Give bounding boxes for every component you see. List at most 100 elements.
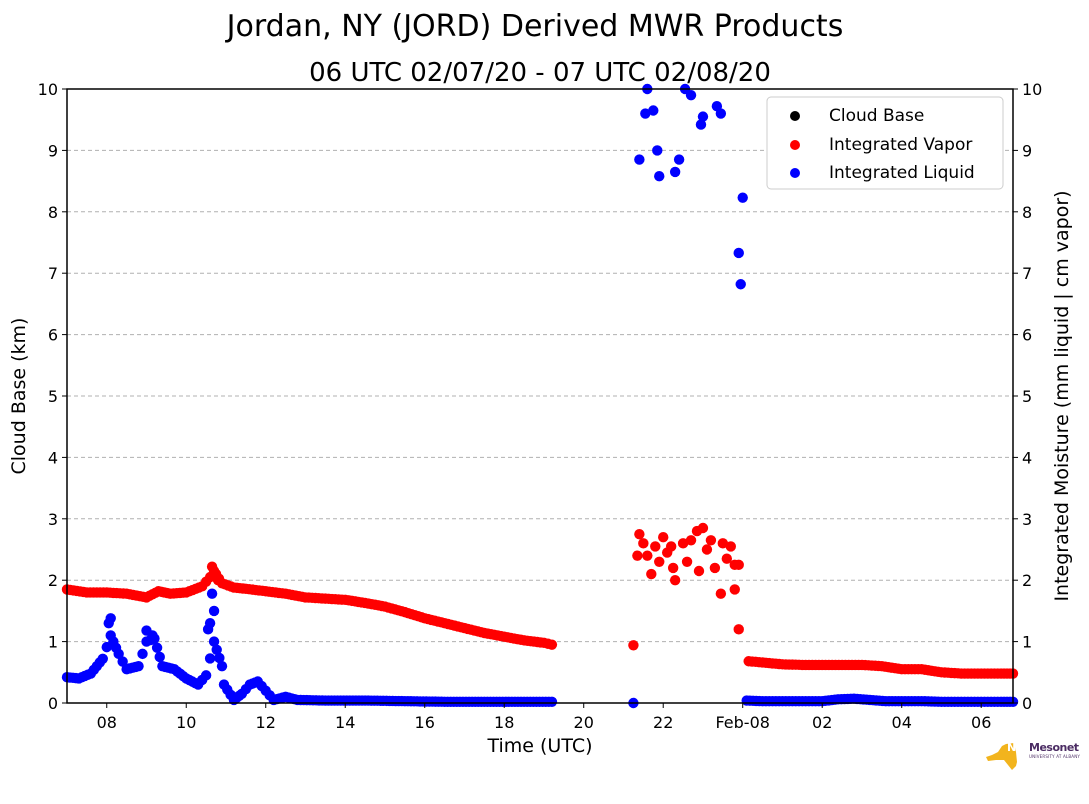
integrated-vapor-point: [546, 639, 558, 650]
y-tick-label-right: 2: [1022, 571, 1032, 590]
integrated-liquid-point: [147, 630, 158, 641]
integrated-vapor-point: [685, 535, 697, 546]
integrated-liquid-point: [214, 652, 225, 664]
legend-marker-cloud-base: [790, 111, 800, 121]
y-tick-label-right: 9: [1022, 141, 1032, 160]
y-axis-label-right: Integrated Moisture (mm liquid | cm vapo…: [1051, 190, 1073, 601]
y-tick-label-right: 0: [1022, 694, 1032, 713]
y-tick-label-right: 5: [1022, 387, 1032, 406]
integrated-liquid-point: [133, 660, 144, 672]
legend-marker-integrated-vapor: [790, 140, 800, 150]
integrated-liquid-point: [105, 613, 116, 624]
integrated-vapor-point: [667, 562, 679, 574]
integrated-vapor-point: [628, 640, 639, 651]
integrated-vapor-point: [212, 575, 224, 586]
integrated-liquid-point: [206, 588, 218, 599]
x-tick-label: 16: [415, 713, 435, 732]
integrated-vapor-point: [697, 522, 709, 534]
integrated-liquid-point: [654, 170, 665, 182]
y-tick-label-left: 7: [48, 264, 58, 283]
integrated-vapor-point: [638, 538, 649, 549]
integrated-vapor-point: [646, 568, 657, 580]
x-tick-label: 04: [892, 713, 912, 732]
legend-label-integrated-vapor: Integrated Vapor: [829, 135, 972, 155]
integrated-liquid-point: [208, 636, 220, 647]
data-points: [61, 83, 1019, 709]
integrated-vapor-point: [729, 584, 740, 595]
integrated-vapor-point: [650, 541, 661, 552]
integrated-liquid-point: [200, 670, 212, 681]
integrated-liquid-point: [733, 247, 744, 259]
integrated-vapor-point: [677, 538, 689, 549]
integrated-liquid-point: [737, 192, 748, 203]
integrated-vapor-point: [717, 538, 729, 549]
x-axis-label: Time (UTC): [486, 735, 592, 757]
y-tick-label-right: 6: [1022, 326, 1032, 345]
integrated-vapor-point: [733, 624, 744, 635]
integrated-vapor-point: [632, 550, 643, 561]
integrated-liquid-point: [652, 145, 663, 156]
x-axis-ticks: 08 10 12 14 16 18 20 22 Feb-08 02 04 06: [97, 703, 991, 732]
integrated-liquid-point: [634, 154, 645, 165]
x-tick-label: 14: [335, 713, 355, 732]
integrated-vapor-point: [709, 562, 721, 574]
integrated-liquid-point: [685, 89, 697, 101]
y-tick-label-left: 4: [48, 448, 58, 467]
legend-box: [766, 96, 1004, 190]
chart-title: Jordan, NY (JORD) Derived MWR Products: [225, 9, 844, 44]
integrated-vapor-point: [701, 544, 713, 555]
integrated-vapor-point: [665, 541, 677, 552]
integrated-liquid-point: [697, 111, 709, 122]
chart-subtitle: 06 UTC 02/07/20 - 07 UTC 02/08/20: [309, 58, 771, 88]
integrated-liquid-point: [117, 656, 128, 667]
integrated-liquid-point: [735, 279, 746, 290]
integrated-liquid-point: [208, 605, 220, 617]
integrated-liquid-point: [137, 648, 148, 660]
integrated-liquid-point: [97, 653, 108, 664]
logo-mesonet-text: Mesonet: [1029, 741, 1079, 754]
integrated-vapor-point: [681, 556, 693, 567]
integrated-liquid-point: [204, 653, 216, 664]
y-tick-label-right: 8: [1022, 203, 1032, 222]
y-tick-label-right: 4: [1022, 448, 1032, 467]
logo-subtitle: UNIVERSITY AT ALBANY: [1029, 754, 1081, 759]
integrated-vapor-point: [658, 532, 669, 543]
integrated-liquid-point: [216, 660, 228, 672]
x-tick-label: 22: [653, 713, 673, 732]
y-tick-label-right: 3: [1022, 510, 1032, 529]
y-axis-ticks: 0 0 1 1 2 2 3 3 4 4 5 5 6 6 7 7 8 8 9 9 10 10: [38, 80, 1043, 713]
y-tick-label-right: 7: [1022, 264, 1032, 283]
integrated-liquid-point: [715, 108, 727, 119]
integrated-vapor-point: [634, 528, 645, 540]
integrated-vapor-point: [669, 575, 681, 586]
legend-label-cloud-base: Cloud Base: [829, 106, 924, 126]
integrated-liquid-point: [151, 642, 163, 653]
x-tick-label: 20: [574, 713, 594, 732]
x-tick-label: 18: [494, 713, 514, 732]
integrated-vapor-point: [693, 565, 705, 577]
integrated-vapor-point: [715, 588, 727, 599]
x-tick-label: 10: [176, 713, 196, 732]
integrated-vapor-point: [208, 565, 220, 577]
y-tick-label-left: 1: [48, 633, 58, 652]
integrated-liquid-point: [154, 651, 165, 663]
x-tick-label: 08: [97, 713, 117, 732]
legend: Cloud Base Integrated Vapor Integrated L…: [766, 96, 1004, 190]
integrated-vapor-point: [705, 535, 717, 546]
integrated-liquid-point: [640, 108, 651, 119]
logo-nys-text: NYS: [1007, 741, 1031, 754]
y-tick-label-right: 1: [1022, 633, 1032, 652]
integrated-liquid-point: [211, 644, 222, 655]
y-tick-label-left: 2: [48, 571, 58, 590]
integrated-vapor-point: [642, 550, 653, 561]
integrated-vapor-point: [725, 541, 736, 552]
y-tick-label-left: 6: [48, 326, 58, 345]
integrated-liquid-point: [673, 154, 685, 165]
integrated-liquid-point: [113, 648, 124, 660]
x-tick-label: 06: [971, 713, 991, 732]
y-tick-label-left: 10: [38, 80, 58, 99]
y-tick-label-right: 10: [1022, 80, 1042, 99]
integrated-liquid-point: [648, 105, 659, 116]
new-york-state-icon: [986, 743, 1017, 770]
y-tick-label-left: 8: [48, 203, 58, 222]
